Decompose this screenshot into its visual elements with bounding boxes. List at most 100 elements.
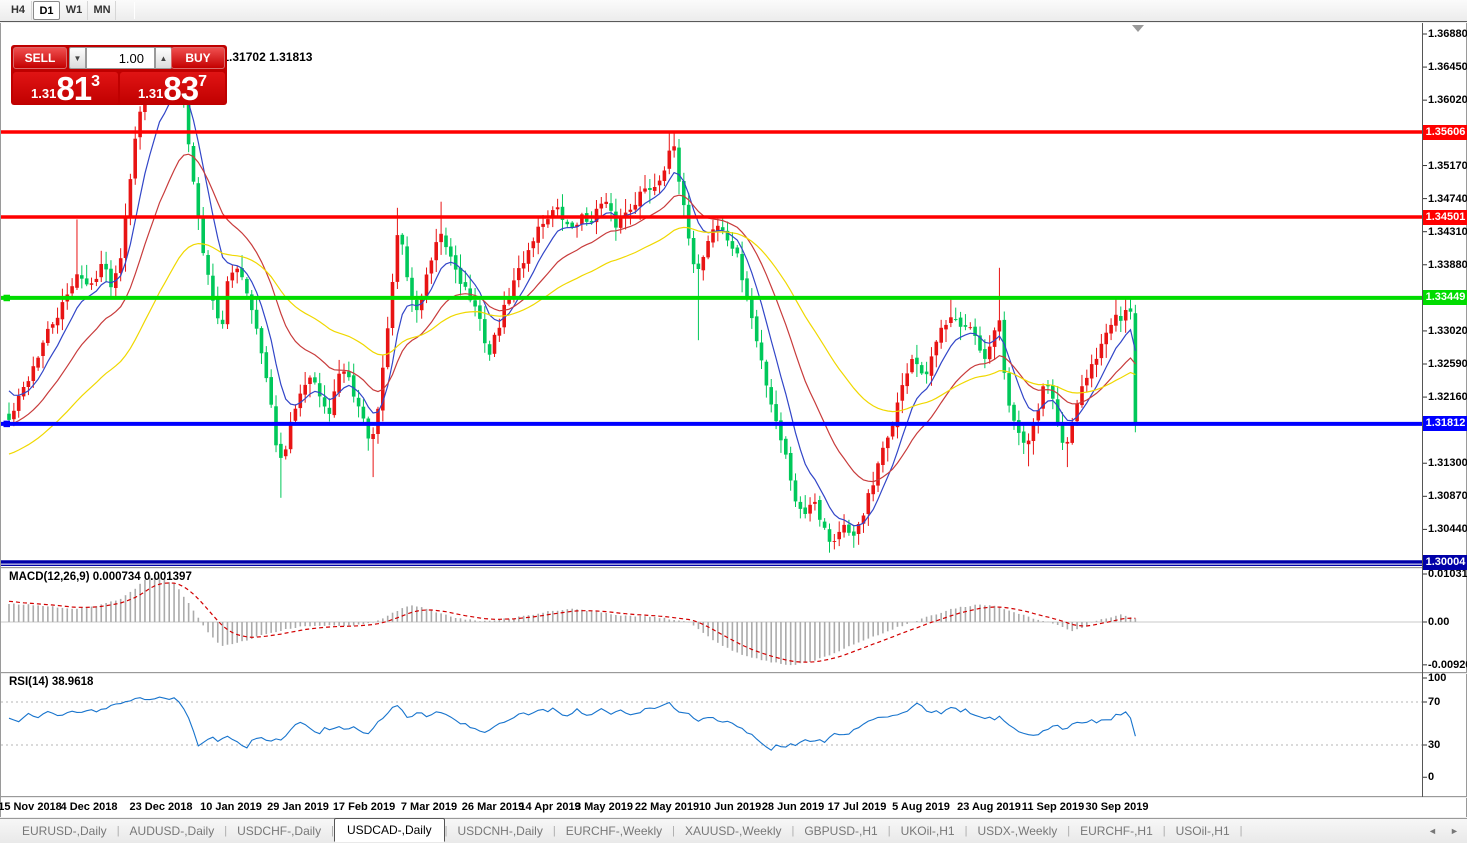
chart-tab-usdcnh[interactable]: USDCNH-,Daily bbox=[457, 824, 543, 838]
volume-input[interactable] bbox=[86, 47, 155, 69]
chart-window: 1.36880 1.36450 1.36020 1.35170 1.34740 1.343… bbox=[0, 23, 1467, 817]
chart-tab-eurchf[interactable]: EURCHF-,H1 bbox=[1080, 824, 1153, 838]
tab-separator: | bbox=[224, 825, 228, 837]
tab-scroll-right-icon[interactable]: ► bbox=[1450, 826, 1459, 836]
price-axis-label: 1.32590 bbox=[1428, 358, 1467, 370]
macd-axis-label: 0.010311 bbox=[1428, 567, 1467, 580]
chart-tab-bar: EURUSD-,Daily | AUDUSD-,Daily | USDCHF-,Dail… bbox=[0, 818, 1467, 843]
rsi-pane-separator[interactable] bbox=[1, 672, 1467, 674]
tab-scroll-left-icon[interactable]: ◄ bbox=[1428, 826, 1437, 836]
time-axis-label: 7 Mar 2019 bbox=[400, 801, 458, 813]
bid-price-display[interactable]: 1.31 81 3 bbox=[13, 72, 118, 105]
price-axis-label: 1.31300 bbox=[1428, 457, 1467, 470]
macd-pane-separator[interactable] bbox=[1, 567, 1467, 569]
bid-price-pipette: 3 bbox=[91, 73, 100, 90]
price-level-badge: 1.31812 bbox=[1423, 416, 1467, 432]
time-axis-label: 11 Sep 2019 bbox=[1021, 801, 1085, 813]
tab-separator: | bbox=[1239, 825, 1243, 837]
rsi-indicator-label: RSI(14) 38.9618 bbox=[9, 676, 94, 688]
time-axis-label: 4 Dec 2018 bbox=[60, 801, 118, 813]
time-axis-label: 22 May 2019 bbox=[634, 801, 700, 813]
toolbar-divider bbox=[134, 2, 135, 19]
chart-tab-usdchf[interactable]: USDCHF-,Daily bbox=[237, 824, 322, 838]
ma-mid-red bbox=[8, 153, 1136, 483]
time-axis: 15 Nov 2018 4 Dec 2018 23 Dec 2018 10 Jan 2… bbox=[0, 798, 1422, 817]
time-axis-label: 10 Jan 2019 bbox=[200, 801, 262, 813]
tab-separator: | bbox=[791, 825, 795, 837]
buy-button[interactable]: BUY bbox=[171, 47, 225, 69]
price-axis-label: 1.30870 bbox=[1428, 490, 1467, 503]
chart-tab-usoil[interactable]: USOil-,H1 bbox=[1175, 824, 1230, 838]
sell-button[interactable]: SELL bbox=[13, 47, 67, 69]
price-axis-label: 1.34310 bbox=[1428, 225, 1467, 238]
time-axis-label: 5 Aug 2019 bbox=[892, 801, 950, 813]
chart-tab-ukoil[interactable]: UKOil-,H1 bbox=[900, 824, 955, 838]
chart-tab-eurusd[interactable]: EURUSD-,Daily bbox=[22, 824, 107, 838]
tab-separator: | bbox=[1162, 825, 1166, 837]
tab-separator: | bbox=[887, 825, 891, 837]
chart-tab-usdcad[interactable]: USDCAD-,Daily bbox=[333, 818, 445, 842]
timeframe-button-mn[interactable]: MN bbox=[89, 1, 116, 20]
chart-tab-xauusd[interactable]: XAUUSD-,Weekly bbox=[685, 824, 782, 838]
timeframe-button-h4[interactable]: H4 bbox=[5, 1, 32, 20]
one-click-trading-panel: SELL ▼ ▲ BUY 1.31 81 3 1.31 83 7 bbox=[11, 45, 227, 105]
time-axis-label: 23 Dec 2018 bbox=[129, 801, 193, 813]
tab-separator: | bbox=[1067, 825, 1071, 837]
bid-price-big: 81 bbox=[56, 70, 92, 107]
timeframe-button-w1[interactable]: W1 bbox=[61, 1, 88, 20]
ask-price-pipette: 7 bbox=[198, 73, 207, 90]
chart-tab-audusd[interactable]: AUDUSD-,Daily bbox=[129, 824, 215, 838]
time-axis-label: 28 Jun 2019 bbox=[761, 801, 825, 813]
time-axis-label: 23 Aug 2019 bbox=[957, 801, 1021, 813]
candles-layer bbox=[7, 52, 1138, 553]
time-axis-label: 30 Sep 2019 bbox=[1085, 801, 1149, 813]
chart-shift-marker[interactable] bbox=[1132, 25, 1144, 32]
chart-tab-gbpusd[interactable]: GBPUSD-,H1 bbox=[804, 824, 878, 838]
volume-increase-button[interactable]: ▲ bbox=[155, 47, 172, 69]
time-axis-label: 15 Nov 2018 bbox=[0, 801, 62, 813]
price-axis-label: 1.36450 bbox=[1428, 61, 1467, 74]
price-axis-label: 1.32160 bbox=[1428, 391, 1467, 404]
time-axis-label: 10 Jun 2019 bbox=[698, 801, 762, 813]
tab-separator: | bbox=[116, 825, 120, 837]
rsi-axis-label: 0 bbox=[1428, 771, 1435, 784]
chart-tab-usdx[interactable]: USDX-,Weekly bbox=[977, 824, 1058, 838]
timeframe-toolbar: H4 D1 W1 MN bbox=[0, 0, 1467, 22]
price-axis-separator bbox=[1422, 23, 1423, 797]
ma-slow-yellow bbox=[8, 226, 1136, 455]
bid-price-prefix: 1.31 bbox=[31, 86, 57, 101]
ma-fast-blue bbox=[8, 87, 1136, 527]
price-level-badge: 1.34501 bbox=[1423, 209, 1467, 225]
time-axis-label: 3 May 2019 bbox=[574, 801, 634, 813]
chart-tab-eurchf[interactable]: EURCHF-,Weekly bbox=[565, 824, 663, 838]
time-axis-label: 17 Jul 2019 bbox=[827, 801, 887, 813]
rsi-axis-label: 30 bbox=[1428, 739, 1441, 751]
ask-price-big: 83 bbox=[163, 70, 199, 107]
price-level-badge: 1.33449 bbox=[1423, 290, 1467, 306]
time-axis-label: 29 Jan 2019 bbox=[267, 801, 329, 813]
horizontal-levels-layer bbox=[1, 130, 1422, 567]
ask-price-prefix: 1.31 bbox=[138, 86, 164, 101]
tab-separator: | bbox=[444, 825, 448, 837]
rsi-axis-label: 70 bbox=[1428, 696, 1441, 708]
timeframe-button-d1[interactable]: D1 bbox=[33, 1, 60, 20]
chart-canvas[interactable] bbox=[1, 23, 1467, 843]
time-axis-label: 14 Apr 2019 bbox=[519, 801, 581, 813]
axis-ticks-layer bbox=[29, 33, 1427, 801]
time-axis-label: 17 Feb 2019 bbox=[332, 801, 396, 813]
price-level-badge: 1.35606 bbox=[1423, 124, 1467, 140]
ask-price-display[interactable]: 1.31 83 7 bbox=[120, 72, 225, 105]
price-axis-label: 1.30440 bbox=[1428, 523, 1467, 536]
price-axis-label: 1.35170 bbox=[1428, 159, 1467, 172]
price-axis-label: 1.36020 bbox=[1428, 94, 1467, 107]
volume-decrease-button[interactable]: ▼ bbox=[69, 47, 86, 69]
price-axis-label: 1.33020 bbox=[1428, 324, 1467, 337]
tab-separator: | bbox=[672, 825, 676, 837]
tab-separator: | bbox=[552, 825, 556, 837]
tab-separator: | bbox=[964, 825, 968, 837]
tab-separator: | bbox=[331, 825, 334, 837]
macd-pane bbox=[1, 575, 1422, 666]
macd-axis-label: 0.00 bbox=[1428, 616, 1450, 628]
macd-indicator-label: MACD(12,26,9) 0.000734 0.001397 bbox=[9, 571, 192, 583]
